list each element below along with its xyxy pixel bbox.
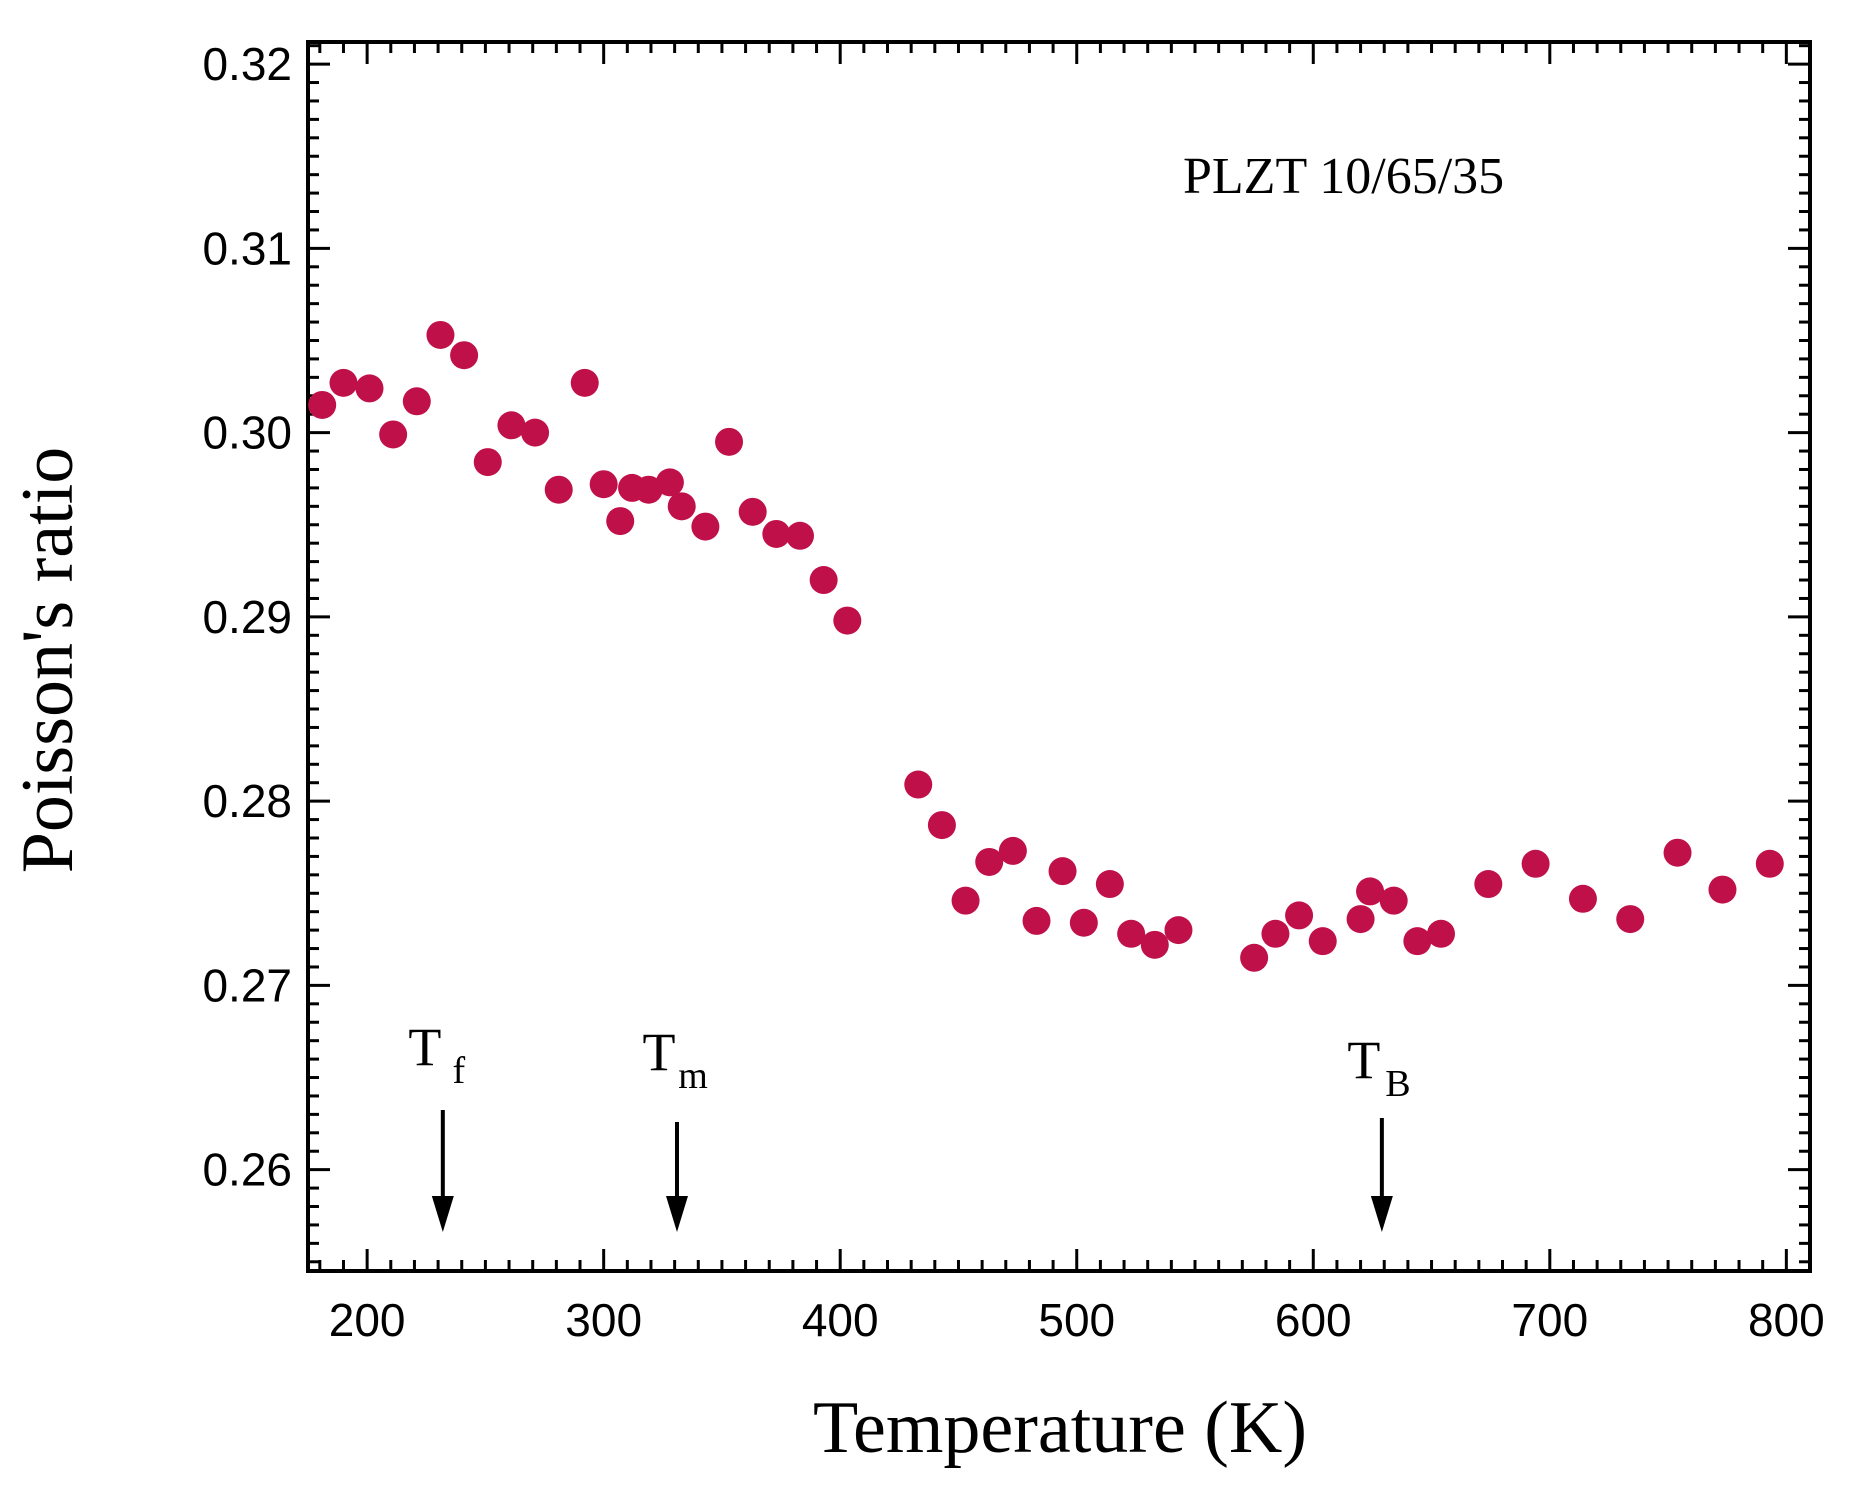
x-tick-label: 600 [1275,1294,1352,1346]
data-point [1379,886,1408,915]
data-point [1663,838,1692,867]
data-point [904,770,933,799]
data-point [1427,919,1456,948]
data-point [785,521,814,550]
data-point [1261,919,1290,948]
data-point [1069,908,1098,937]
data-point [1164,916,1193,945]
marker-label: T [408,1017,441,1077]
data-point [927,811,956,840]
data-point [1095,870,1124,899]
data-point [975,847,1004,876]
x-tick-label: 300 [565,1294,642,1346]
data-point [1308,927,1337,956]
y-axis-title: Poisson's ratio [7,447,89,874]
data-point [1048,857,1077,886]
data-point [402,387,431,416]
data-point [1568,884,1597,913]
data-point [951,886,980,915]
data-point [691,512,720,541]
data-point [497,411,526,440]
x-tick-label: 800 [1748,1294,1825,1346]
y-tick-label: 0.31 [202,222,292,274]
data-point [1285,901,1314,930]
y-tick-label: 0.27 [202,959,292,1011]
data-point [1521,849,1550,878]
data-points [308,320,1784,972]
data-point [998,836,1027,865]
marker-subscript: f [452,1050,465,1092]
data-point [1474,870,1503,899]
data-point [833,606,862,635]
data-point [1755,849,1784,878]
y-tick-label: 0.29 [202,591,292,643]
marker-label: T [642,1022,675,1082]
data-point [589,470,618,499]
data-point [308,390,337,419]
x-tick-label: 400 [802,1294,879,1346]
data-point [1140,930,1169,959]
data-point [667,492,696,521]
y-tick-label: 0.30 [202,407,292,459]
data-point [329,368,358,397]
data-point [809,566,838,595]
data-point [762,519,791,548]
data-point [634,475,663,504]
marker-label: T [1347,1030,1380,1090]
data-point [473,448,502,477]
y-tick-label: 0.32 [202,38,292,90]
data-point [426,320,455,349]
x-tick-label: 700 [1511,1294,1588,1346]
data-point [738,497,767,526]
data-point [1117,919,1146,948]
data-point [1346,905,1375,934]
y-tick-label: 0.26 [202,1144,292,1196]
data-point [379,420,408,449]
x-tick-label: 200 [329,1294,406,1346]
data-point [450,341,479,370]
x-tick-label: 500 [1038,1294,1115,1346]
data-point [1240,943,1269,972]
data-point [1356,877,1385,906]
data-point [1708,875,1737,904]
data-point [655,468,684,497]
marker-arrow-head [431,1196,454,1232]
data-point [544,475,573,504]
data-point [715,427,744,456]
marker-arrow-head [1370,1196,1393,1232]
data-point [1403,927,1432,956]
data-point [1022,906,1051,935]
marker-subscript: B [1385,1063,1410,1105]
data-point [606,507,635,536]
x-axis-title: Temperature (K) [813,1387,1307,1469]
data-point [1616,905,1645,934]
data-point [570,368,599,397]
data-point [355,374,384,403]
y-axis: 0.26 0.27 0.28 0.29 0.30 0.31 0.32 [202,38,1810,1264]
data-point [521,418,550,447]
plot-frame [306,40,1812,1273]
marker-arrow-head [665,1196,688,1232]
plot-border [306,40,1812,1273]
y-tick-label: 0.28 [202,775,292,827]
marker-subscript: m [678,1055,708,1097]
sample-annotation: PLZT 10/65/35 [1183,148,1504,205]
x-axis: 200 300 400 500 600 700 800 [318,42,1825,1346]
